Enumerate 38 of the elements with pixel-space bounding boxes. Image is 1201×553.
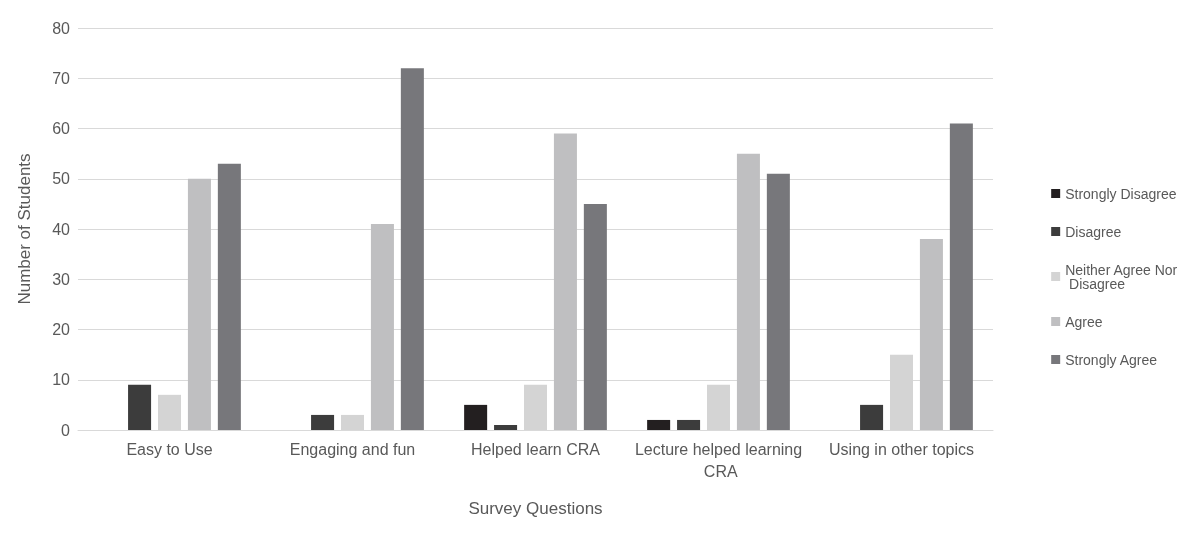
y-tick-label: 30 — [52, 270, 71, 288]
legend-label: Neither Agree Nor Disagree — [1065, 261, 1178, 292]
x-tick-label: Lecture helped learning CRA — [634, 440, 803, 480]
y-tick-label: 0 — [61, 421, 71, 439]
x-tick-label: Using in other topics — [829, 440, 974, 458]
x-tick-label: Easy to Use — [126, 440, 213, 458]
y-tick-label: 70 — [52, 69, 71, 87]
bar — [187, 178, 211, 430]
y-tick-label: 10 — [52, 371, 71, 389]
legend-label: Strongly Agree — [1065, 351, 1158, 368]
bar — [464, 404, 488, 430]
bar — [217, 163, 241, 430]
bar — [919, 239, 943, 430]
bar — [583, 203, 607, 430]
bar — [766, 173, 790, 430]
bar — [677, 419, 701, 430]
legend-label: Disagree — [1065, 223, 1122, 240]
bar — [128, 384, 152, 430]
bar — [370, 223, 394, 430]
x-tick-label: Engaging and fun — [289, 440, 416, 458]
legend-label: Strongly Disagree — [1065, 185, 1177, 202]
y-tick-label: 20 — [52, 321, 71, 338]
y-tick-label: 80 — [52, 19, 71, 37]
y-tick-label: 40 — [52, 220, 71, 238]
bar — [647, 419, 671, 430]
x-axis-title: Survey Questions — [468, 499, 603, 518]
y-tick-label: 60 — [52, 120, 71, 137]
bar — [400, 68, 424, 430]
legend-label: Agree — [1065, 313, 1103, 330]
bar — [494, 424, 518, 430]
bar — [736, 153, 760, 430]
y-axis-title: Number of Students — [15, 153, 34, 305]
bar — [311, 414, 335, 430]
bar — [949, 123, 973, 430]
bar — [860, 404, 884, 430]
bar — [553, 133, 577, 430]
x-tick-label: Helped learn CRA — [471, 440, 601, 458]
y-tick-label: 50 — [52, 170, 71, 188]
